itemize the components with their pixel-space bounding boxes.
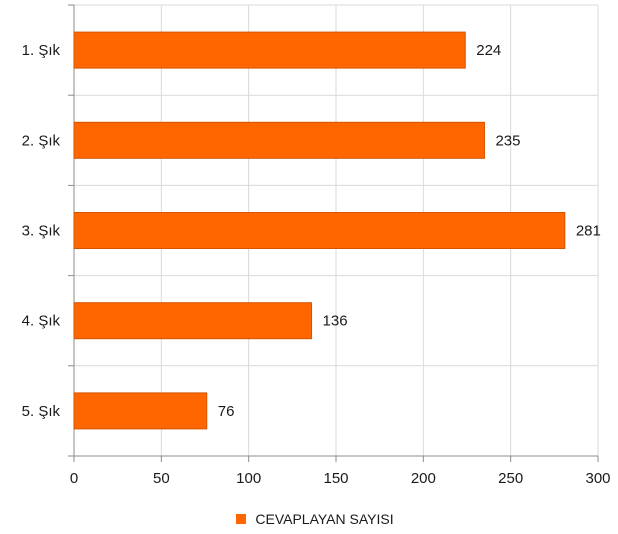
- data-label: 235: [495, 132, 520, 149]
- bars: [73, 31, 566, 430]
- data-label: 136: [323, 313, 348, 330]
- bar: [73, 392, 208, 430]
- data-label: 76: [218, 403, 235, 420]
- legend-swatch: [236, 514, 247, 524]
- x-tick-label: 250: [498, 470, 523, 487]
- data-label: 224: [476, 42, 501, 59]
- x-tick-label: 0: [70, 470, 78, 487]
- legend: CEVAPLAYAN SAYISI: [0, 508, 618, 530]
- y-tick-label: 5. Şık: [22, 403, 61, 420]
- y-tick-label: 2. Şık: [22, 132, 61, 149]
- y-tick-label: 3. Şık: [22, 223, 61, 240]
- legend-label: CEVAPLAYAN SAYISI: [255, 511, 394, 527]
- data-label: 281: [576, 223, 601, 240]
- bar: [73, 31, 466, 69]
- y-tick-label: 1. Şık: [22, 42, 61, 59]
- x-tick-label: 150: [323, 470, 348, 487]
- y-tick-label: 4. Şık: [22, 313, 61, 330]
- x-tick-label: 300: [585, 470, 610, 487]
- x-tick-label: 50: [153, 470, 170, 487]
- bar: [73, 302, 313, 340]
- labels: 0 50 100 150 200 250 300 1. Şık 224 2. Şık 235 3. Ş…: [22, 42, 611, 487]
- bar: [73, 121, 485, 159]
- bar-chart: 0 50 100 150 200 250 300 1. Şık 224 2. Şık 235 3. Ş…: [22, 4, 611, 487]
- x-tick-label: 200: [411, 470, 436, 487]
- bar: [73, 212, 566, 249]
- x-tick-label: 100: [236, 470, 261, 487]
